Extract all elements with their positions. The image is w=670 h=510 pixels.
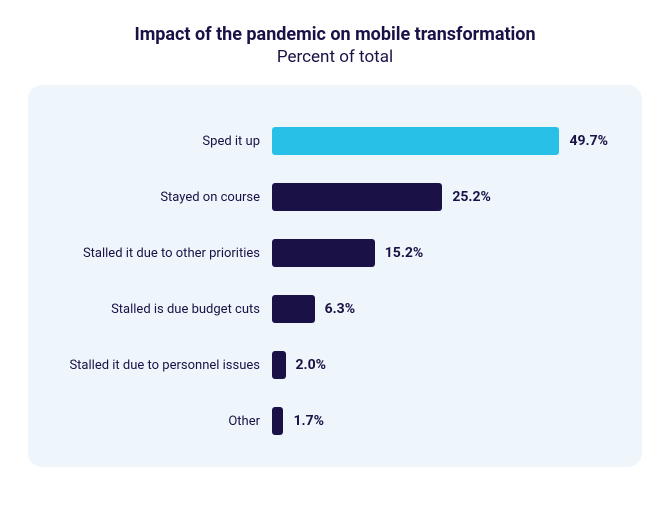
- title-block: Impact of the pandemic on mobile transfo…: [28, 24, 642, 67]
- bar-value: 6.3%: [325, 301, 355, 317]
- bar-row: Stalled it due to personnel issues 2.0%: [52, 337, 608, 393]
- bar-fill: [272, 183, 442, 211]
- bar-row: Stalled it due to other priorities 15.2%: [52, 225, 608, 281]
- bar-value: 15.2%: [385, 245, 424, 261]
- bar-label: Other: [52, 414, 272, 429]
- bar-value: 49.7%: [569, 133, 608, 149]
- bar-fill: [272, 351, 286, 379]
- bar-label: Sped it up: [52, 134, 272, 149]
- bar-label: Stayed on course: [52, 190, 272, 205]
- bar-track: 49.7%: [272, 127, 608, 155]
- bar-row: Stayed on course 25.2%: [52, 169, 608, 225]
- bar-fill: [272, 407, 283, 435]
- bar-label: Stalled is due budget cuts: [52, 302, 272, 317]
- bar-track: 25.2%: [272, 183, 608, 211]
- bar-fill: [272, 127, 559, 155]
- bar-label: Stalled it due to other priorities: [52, 246, 272, 261]
- bar-track: 2.0%: [272, 351, 608, 379]
- bar-row: Sped it up 49.7%: [52, 113, 608, 169]
- bar-row: Other 1.7%: [52, 393, 608, 449]
- bar-value: 1.7%: [293, 413, 323, 429]
- bar-track: 15.2%: [272, 239, 608, 267]
- bar-track: 1.7%: [272, 407, 608, 435]
- bar-label: Stalled it due to personnel issues: [52, 358, 272, 373]
- bar-row: Stalled is due budget cuts 6.3%: [52, 281, 608, 337]
- chart-card: Sped it up 49.7% Stayed on course 25.2% …: [28, 85, 642, 467]
- bar-fill: [272, 295, 315, 323]
- chart-title: Impact of the pandemic on mobile transfo…: [28, 24, 642, 45]
- bar-fill: [272, 239, 375, 267]
- bar-value: 2.0%: [296, 357, 326, 373]
- chart-subtitle: Percent of total: [28, 47, 642, 67]
- bar-track: 6.3%: [272, 295, 608, 323]
- bar-value: 25.2%: [452, 189, 491, 205]
